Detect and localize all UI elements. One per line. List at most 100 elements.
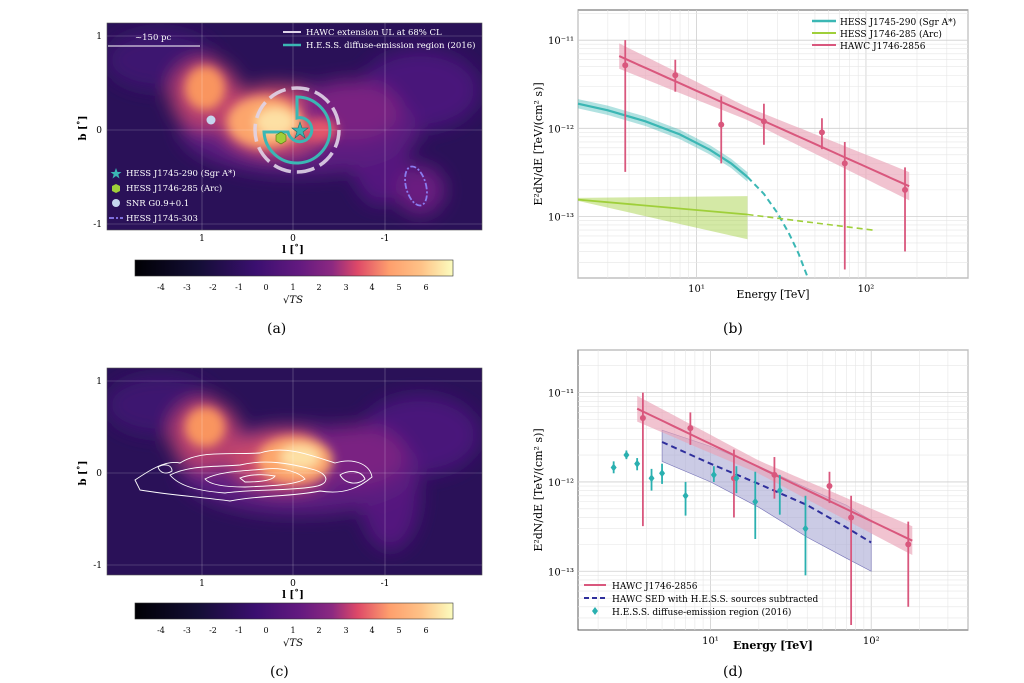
sgr-line	[577, 102, 749, 178]
hess-diffuse-point	[802, 524, 809, 533]
map-a-xtick-0: 0	[290, 234, 296, 244]
hawc-point	[687, 425, 694, 432]
svg-text:-3: -3	[183, 626, 191, 635]
hess-diffuse-point	[610, 463, 617, 472]
arc-line	[577, 198, 748, 216]
legend-bottom: HESS J1745-290 (Sgr A*) HESS J1746-285 (…	[109, 168, 236, 224]
panel-b-sed: 10¹ 10² 10⁻¹¹ 10⁻¹² 10⁻¹³ Energy [TeV] E…	[532, 9, 969, 301]
colorbar-c	[134, 602, 454, 620]
snr-circle-marker	[206, 115, 216, 125]
hess-diffuse-point	[752, 497, 759, 506]
svg-text:5: 5	[396, 283, 401, 292]
hess-diffuse-point	[682, 491, 689, 500]
hawc-point	[848, 514, 855, 521]
hexagon-icon	[112, 184, 120, 193]
hawc-point	[905, 541, 912, 548]
colorbar-a-ticks: -4 -3 -2 -1 0 1 2 3 4 5 6	[157, 283, 428, 292]
svg-text:1: 1	[290, 283, 295, 292]
map-c-xtick-0: 0	[290, 579, 296, 589]
hawc-point	[718, 121, 725, 128]
svg-text:4: 4	[369, 283, 374, 292]
hawc-point	[902, 186, 909, 193]
svg-text:0: 0	[263, 626, 268, 635]
map-a-ytick-1: 1	[96, 32, 102, 42]
svg-text:-3: -3	[183, 283, 191, 292]
svg-text:3: 3	[343, 626, 348, 635]
legend-b-hawc: HAWC J1746-2856	[840, 42, 926, 52]
xlabel-b: Energy [TeV]	[736, 288, 809, 301]
svg-text:-2: -2	[209, 626, 217, 635]
legend-d-hawc-sub: HAWC SED with H.E.S.S. sources subtracte…	[612, 595, 818, 605]
map-c-xlabel: l [˚]	[282, 589, 304, 601]
svg-text:-1: -1	[235, 626, 243, 635]
legend-d-hawc: HAWC J1746-2856	[612, 582, 698, 592]
map-c-xtick-m1: -1	[381, 579, 390, 589]
legend-j1745-303: HESS J1745-303	[126, 214, 198, 224]
hess-diffuse-point	[776, 486, 783, 495]
circle-icon	[112, 199, 120, 207]
hess-diffuse-point	[710, 470, 717, 479]
ytick-b-1e-12: 10⁻¹²	[548, 124, 574, 135]
panel-d-sed: 10¹ 10² 10⁻¹¹ 10⁻¹² 10⁻¹³ Energy [TeV] E…	[532, 349, 969, 652]
sgr-star-marker	[291, 121, 309, 139]
ylabel-d: E²dN/dE [TeV/(cm² s)]	[532, 428, 545, 551]
map-grid	[107, 23, 482, 230]
hess-diffuse-point	[733, 474, 740, 483]
map-a-xtick-1: 1	[199, 234, 205, 244]
hawc-extension-ring	[253, 86, 341, 174]
svg-text:-4: -4	[157, 626, 165, 635]
svg-text:0: 0	[263, 283, 268, 292]
contour-overlay	[134, 449, 373, 502]
legend-arc: HESS J1746-285 (Arc)	[126, 183, 222, 194]
marks-b	[577, 40, 910, 277]
svg-text:1: 1	[290, 626, 295, 635]
caption-a: (a)	[267, 321, 287, 337]
svg-text:3: 3	[343, 283, 348, 292]
hawc-point	[622, 62, 629, 69]
hawc-point	[771, 471, 778, 478]
legend-top: HAWC extension UL at 68% CL H.E.S.S. dif…	[283, 28, 475, 51]
hawc-point	[826, 483, 833, 490]
legend-d: HAWC J1746-2856 HAWC SED with H.E.S.S. s…	[584, 582, 818, 618]
hawc-point	[841, 160, 848, 167]
legend-sgr: HESS J1745-290 (Sgr A*)	[126, 168, 236, 179]
marks-d	[610, 392, 913, 626]
legend-b-arc: HESS J1746-285 (Arc)	[840, 29, 942, 40]
colorbar-c-label: √TS	[283, 638, 303, 649]
hess-diffuse-point	[659, 469, 666, 478]
map-a-ylabel: b [˚]	[77, 116, 89, 141]
hawc-point	[639, 414, 646, 421]
map-a-ytick-0: 0	[96, 126, 102, 136]
caption-b: (b)	[723, 321, 743, 337]
arc-band	[578, 196, 748, 240]
hess-j1745-303-ellipse	[404, 165, 428, 207]
legend-b: HESS J1745-290 (Sgr A*) HESS J1746-285 (…	[812, 17, 956, 52]
arc-line-extrapolated	[747, 213, 874, 231]
caption-d: (d)	[723, 664, 743, 680]
ylabel-b: E²dN/dE [TeV/(cm² s)]	[532, 82, 545, 205]
svg-text:-1: -1	[235, 283, 243, 292]
ytick-d-1e-12: 10⁻¹²	[548, 478, 574, 489]
svg-text:-2: -2	[209, 283, 217, 292]
legend-hawc-ul: HAWC extension UL at 68% CL	[306, 28, 442, 38]
legend-d-hess: H.E.S.S. diffuse-emission region (2016)	[612, 607, 791, 618]
svg-text:6: 6	[423, 626, 428, 635]
hawc-point	[760, 118, 767, 125]
panel-c-map: 1 0 -1 1 0 -1 l [˚] b [˚] -4 -3 -2 -1 0 …	[77, 367, 483, 649]
colorbar-c-ticks: -4 -3 -2 -1 0 1 2 3 4 5 6	[157, 626, 428, 635]
map-c-xtick-1: 1	[199, 579, 205, 589]
xtick-b-10: 10¹	[688, 284, 705, 295]
xtick-d-10: 10¹	[702, 636, 719, 647]
svg-text:2: 2	[316, 283, 321, 292]
legend-b-sgr: HESS J1745-290 (Sgr A*)	[840, 17, 956, 28]
xtick-b-100: 10²	[858, 284, 875, 295]
map-c-ylabel: b [˚]	[77, 461, 89, 486]
map-a-ytick-m1: -1	[93, 220, 102, 230]
svg-text:4: 4	[369, 626, 374, 635]
ytick-d-1e-11: 10⁻¹¹	[548, 389, 574, 400]
hawc-sub-line	[661, 441, 872, 544]
xtick-d-100: 10²	[863, 636, 880, 647]
ytick-b-1e-13: 10⁻¹³	[548, 212, 574, 223]
hess-diffuse-point	[648, 474, 655, 483]
star-icon	[110, 168, 122, 179]
